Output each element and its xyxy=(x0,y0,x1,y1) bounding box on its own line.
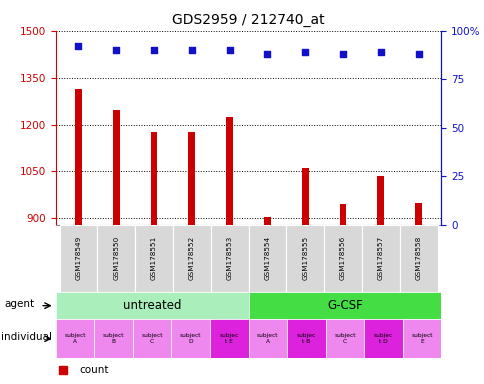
Text: GSM178551: GSM178551 xyxy=(151,236,157,280)
Text: GSM178555: GSM178555 xyxy=(302,236,308,280)
FancyBboxPatch shape xyxy=(361,225,399,292)
FancyBboxPatch shape xyxy=(60,225,97,292)
Text: individual: individual xyxy=(1,332,52,342)
Bar xyxy=(151,132,157,384)
Text: GSM178556: GSM178556 xyxy=(339,236,346,280)
Text: subjec
t B: subjec t B xyxy=(296,333,316,344)
Text: subject
C: subject C xyxy=(141,333,163,344)
FancyBboxPatch shape xyxy=(399,225,437,292)
FancyBboxPatch shape xyxy=(248,225,286,292)
Text: subject
A: subject A xyxy=(64,333,86,344)
Text: count: count xyxy=(79,365,108,375)
Point xyxy=(263,51,271,57)
Point xyxy=(150,47,158,53)
Point xyxy=(226,47,233,53)
Bar xyxy=(113,111,120,384)
Point xyxy=(301,49,308,55)
Point xyxy=(376,49,384,55)
Text: subject
D: subject D xyxy=(180,333,201,344)
Point xyxy=(75,43,82,49)
Text: subject
E: subject E xyxy=(410,333,432,344)
Bar xyxy=(339,204,346,384)
Text: GSM178550: GSM178550 xyxy=(113,236,119,280)
Text: GSM178549: GSM178549 xyxy=(76,236,81,280)
FancyBboxPatch shape xyxy=(211,225,248,292)
Title: GDS2959 / 212740_at: GDS2959 / 212740_at xyxy=(172,13,324,27)
FancyBboxPatch shape xyxy=(133,319,171,358)
FancyBboxPatch shape xyxy=(56,319,94,358)
Text: agent: agent xyxy=(4,299,34,309)
Text: GSM178552: GSM178552 xyxy=(188,236,195,280)
Text: subjec
t E: subjec t E xyxy=(219,333,239,344)
Text: subject
C: subject C xyxy=(333,333,355,344)
Point xyxy=(338,51,346,57)
Text: GSM178553: GSM178553 xyxy=(226,236,232,280)
Text: G-CSF: G-CSF xyxy=(326,299,362,312)
Text: GSM178557: GSM178557 xyxy=(377,236,383,280)
FancyBboxPatch shape xyxy=(323,225,361,292)
Text: subjec
t D: subjec t D xyxy=(373,333,393,344)
Bar xyxy=(75,89,82,384)
Text: subject
B: subject B xyxy=(103,333,124,344)
FancyBboxPatch shape xyxy=(56,292,248,319)
FancyBboxPatch shape xyxy=(94,319,133,358)
Bar xyxy=(377,176,383,384)
FancyBboxPatch shape xyxy=(171,319,210,358)
FancyBboxPatch shape xyxy=(248,292,440,319)
FancyBboxPatch shape xyxy=(135,225,173,292)
Point xyxy=(188,47,196,53)
FancyBboxPatch shape xyxy=(286,225,323,292)
Bar xyxy=(301,168,308,384)
FancyBboxPatch shape xyxy=(363,319,402,358)
Text: subject
A: subject A xyxy=(257,333,278,344)
FancyBboxPatch shape xyxy=(173,225,211,292)
FancyBboxPatch shape xyxy=(402,319,440,358)
FancyBboxPatch shape xyxy=(287,319,325,358)
Bar xyxy=(226,117,233,384)
Text: GSM178558: GSM178558 xyxy=(415,236,421,280)
FancyBboxPatch shape xyxy=(248,319,287,358)
FancyBboxPatch shape xyxy=(210,319,248,358)
Bar xyxy=(188,132,195,384)
Text: untreated: untreated xyxy=(122,299,181,312)
Point xyxy=(112,47,120,53)
Bar xyxy=(263,217,270,384)
Bar xyxy=(414,203,421,384)
FancyBboxPatch shape xyxy=(97,225,135,292)
Text: GSM178554: GSM178554 xyxy=(264,236,270,280)
FancyBboxPatch shape xyxy=(325,319,363,358)
Point xyxy=(414,51,422,57)
